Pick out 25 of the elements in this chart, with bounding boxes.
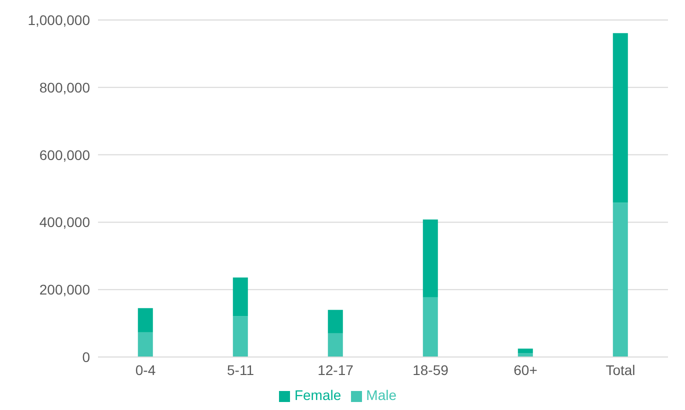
bar — [612, 202, 628, 357]
bar — [612, 33, 628, 203]
y-tick-label: 0 — [82, 348, 90, 365]
bar — [138, 332, 153, 357]
y-tick-label: 400,000 — [39, 214, 90, 230]
legend-label: Female — [294, 387, 342, 403]
bar — [422, 220, 438, 298]
x-tick-label: 12-17 — [318, 362, 354, 378]
x-tick-label: 60+ — [514, 362, 538, 378]
legend-label: Male — [366, 387, 397, 403]
bar — [232, 277, 248, 316]
x-tick-label: 18-59 — [412, 362, 449, 378]
x-tick-label: 5-11 — [227, 362, 254, 378]
x-tick-label: 0-4 — [135, 362, 156, 378]
bar — [518, 348, 533, 353]
bar — [328, 333, 343, 357]
bar — [328, 310, 343, 334]
y-tick-label: 800,000 — [39, 79, 90, 96]
y-tick-label: 1,000,000 — [28, 12, 90, 28]
bar — [232, 316, 248, 357]
y-tick-label: 600,000 — [39, 146, 90, 163]
y-tick-label: 200,000 — [39, 282, 90, 298]
x-tick-label: Total — [606, 362, 636, 378]
bar — [422, 297, 438, 357]
bar — [138, 308, 153, 332]
